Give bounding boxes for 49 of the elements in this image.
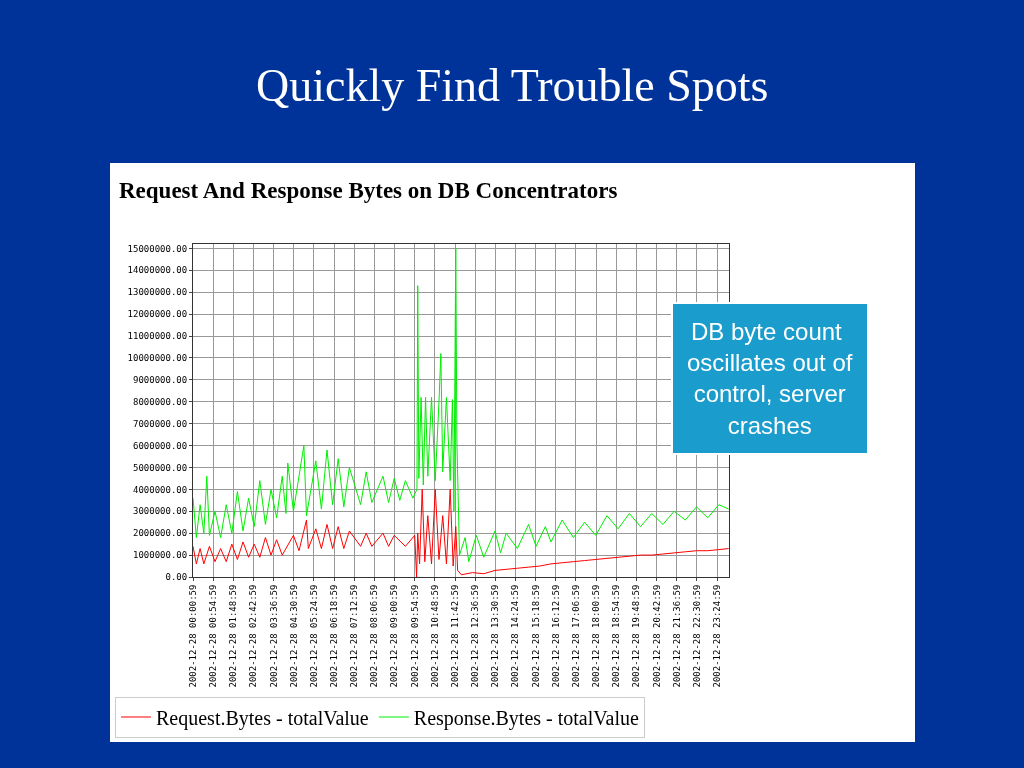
legend-label: Response.Bytes - totalValue	[413, 706, 639, 730]
x-tick-label: 2002-12-28 01:48:59	[228, 584, 239, 688]
y-tick-label: 6000000.00	[133, 440, 188, 451]
y-tick-label: 8000000.00	[133, 396, 188, 407]
x-tick-label: 2002-12-28 06:18:59	[329, 584, 340, 688]
y-tick-label: 11000000.00	[127, 331, 188, 342]
y-tick-label: 9000000.00	[133, 374, 188, 385]
x-tick-label: 2002-12-28 00:00:59	[187, 584, 198, 688]
y-tick-label: 14000000.00	[127, 265, 188, 276]
x-tick-label: 2002-12-28 11:42:59	[449, 584, 460, 688]
line-series	[193, 488, 729, 577]
x-tick-label: 2002-12-28 10:48:59	[429, 584, 440, 688]
y-tick-label: 1000000.00	[133, 550, 188, 561]
x-tick-label: 2002-12-28 05:24:59	[308, 584, 319, 688]
x-tick-label: 2002-12-28 12:36:59	[470, 584, 481, 688]
legend-label: Request.Bytes - totalValue	[156, 706, 369, 730]
x-tick-label: 2002-12-28 23:24:59	[711, 584, 722, 688]
x-tick-label: 2002-12-28 16:12:59	[550, 584, 561, 688]
x-tick-label: 2002-12-28 09:00:59	[389, 584, 400, 688]
x-tick-label: 2002-12-28 17:06:59	[570, 584, 581, 688]
y-tick-label: 2000000.00	[133, 528, 188, 539]
x-tick-label: 2002-12-28 18:00:59	[591, 584, 602, 688]
y-tick-label: 3000000.00	[133, 506, 188, 517]
y-tick-label: 0.00	[165, 572, 188, 583]
x-tick-label: 2002-12-28 14:24:59	[510, 584, 521, 688]
chart-title: Quickly Find Trouble Spots	[256, 60, 769, 111]
x-tick-label: 2002-12-28 09:54:59	[409, 584, 420, 688]
x-tick-label: 2002-12-28 03:36:59	[268, 584, 279, 688]
x-tick-label: 2002-12-28 07:12:59	[349, 584, 360, 688]
x-tick-label: 2002-12-28 04:30:59	[288, 584, 299, 688]
x-tick-label: 2002-12-28 21:36:59	[671, 584, 682, 688]
x-tick-label: 2002-12-28 13:30:59	[490, 584, 501, 688]
x-tick-label: 2002-12-28 19:48:59	[631, 584, 642, 688]
chart-subtitle: Request And Response Bytes on DB Concentrators	[119, 178, 618, 203]
y-tick-label: 15000000.00	[127, 243, 188, 254]
y-tick-label: 7000000.00	[133, 418, 188, 429]
x-tick-label: 2002-12-28 08:06:59	[369, 584, 380, 688]
x-tick-label: 2002-12-28 15:18:59	[530, 584, 541, 688]
x-tick-label: 2002-12-28 00:54:59	[208, 584, 219, 688]
y-tick-label: 4000000.00	[133, 484, 188, 495]
x-tick-label: 2002-12-28 22:30:59	[691, 584, 702, 688]
x-tick-label: 2002-12-28 18:54:59	[611, 584, 622, 688]
y-tick-label: 13000000.00	[127, 287, 188, 298]
y-tick-label: 10000000.00	[127, 353, 188, 364]
y-tick-label: 12000000.00	[127, 309, 188, 320]
x-tick-label: 2002-12-28 20:42:59	[651, 584, 662, 688]
y-tick-label: 5000000.00	[133, 462, 188, 473]
annotation: DB byte count oscillates out of control, server crashes	[687, 318, 853, 439]
x-tick-label: 2002-12-28 02:42:59	[248, 584, 259, 688]
